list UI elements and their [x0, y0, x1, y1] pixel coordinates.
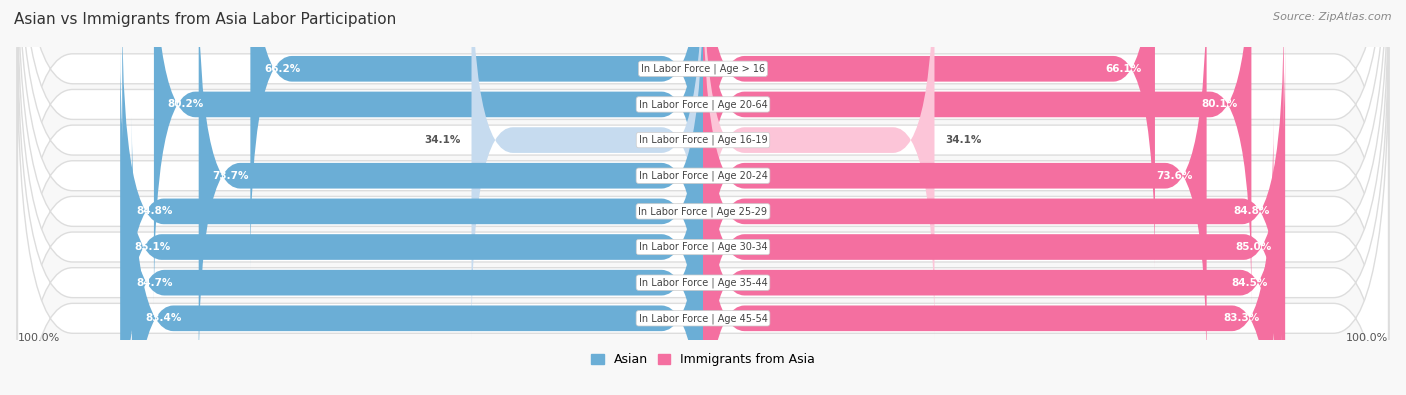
FancyBboxPatch shape: [250, 0, 703, 270]
Text: In Labor Force | Age 16-19: In Labor Force | Age 16-19: [638, 135, 768, 145]
Text: 80.2%: 80.2%: [167, 100, 204, 109]
Text: In Labor Force | Age 45-54: In Labor Force | Age 45-54: [638, 313, 768, 324]
Text: 66.2%: 66.2%: [264, 64, 301, 74]
FancyBboxPatch shape: [17, 0, 1389, 395]
FancyBboxPatch shape: [17, 48, 1389, 395]
Text: In Labor Force | Age 20-64: In Labor Force | Age 20-64: [638, 99, 768, 110]
FancyBboxPatch shape: [122, 10, 703, 395]
Text: 85.1%: 85.1%: [134, 242, 170, 252]
FancyBboxPatch shape: [122, 82, 703, 395]
Text: Asian vs Immigrants from Asia Labor Participation: Asian vs Immigrants from Asia Labor Part…: [14, 12, 396, 27]
FancyBboxPatch shape: [17, 0, 1389, 395]
FancyBboxPatch shape: [17, 0, 1389, 339]
FancyBboxPatch shape: [703, 0, 1154, 270]
Text: 34.1%: 34.1%: [945, 135, 981, 145]
Text: In Labor Force | Age > 16: In Labor Force | Age > 16: [641, 64, 765, 74]
Text: 84.7%: 84.7%: [136, 278, 173, 288]
FancyBboxPatch shape: [703, 82, 1282, 395]
FancyBboxPatch shape: [471, 0, 703, 341]
FancyBboxPatch shape: [703, 0, 1206, 377]
Text: 66.1%: 66.1%: [1105, 64, 1142, 74]
Text: In Labor Force | Age 20-24: In Labor Force | Age 20-24: [638, 171, 768, 181]
FancyBboxPatch shape: [153, 0, 703, 305]
Text: 84.8%: 84.8%: [1233, 206, 1270, 216]
Text: 100.0%: 100.0%: [1347, 333, 1389, 343]
FancyBboxPatch shape: [17, 0, 1389, 374]
Text: 84.8%: 84.8%: [136, 206, 173, 216]
Text: In Labor Force | Age 35-44: In Labor Force | Age 35-44: [638, 277, 768, 288]
Text: 83.3%: 83.3%: [1223, 313, 1260, 324]
Text: In Labor Force | Age 25-29: In Labor Force | Age 25-29: [638, 206, 768, 216]
FancyBboxPatch shape: [703, 10, 1284, 395]
Legend: Asian, Immigrants from Asia: Asian, Immigrants from Asia: [586, 348, 820, 371]
Text: 73.6%: 73.6%: [1157, 171, 1192, 181]
Text: 80.1%: 80.1%: [1201, 100, 1237, 109]
FancyBboxPatch shape: [198, 0, 703, 377]
FancyBboxPatch shape: [703, 46, 1285, 395]
FancyBboxPatch shape: [17, 13, 1389, 395]
Text: In Labor Force | Age 30-34: In Labor Force | Age 30-34: [638, 242, 768, 252]
FancyBboxPatch shape: [703, 0, 1251, 305]
FancyBboxPatch shape: [132, 117, 703, 395]
Text: 85.0%: 85.0%: [1234, 242, 1271, 252]
Text: 73.7%: 73.7%: [212, 171, 249, 181]
FancyBboxPatch shape: [120, 46, 703, 395]
FancyBboxPatch shape: [17, 0, 1389, 395]
Text: 34.1%: 34.1%: [425, 135, 461, 145]
Text: 100.0%: 100.0%: [17, 333, 59, 343]
FancyBboxPatch shape: [703, 117, 1274, 395]
FancyBboxPatch shape: [17, 0, 1389, 395]
FancyBboxPatch shape: [703, 0, 935, 341]
Text: 84.5%: 84.5%: [1232, 278, 1268, 288]
Text: 83.4%: 83.4%: [146, 313, 181, 324]
Text: Source: ZipAtlas.com: Source: ZipAtlas.com: [1274, 12, 1392, 22]
